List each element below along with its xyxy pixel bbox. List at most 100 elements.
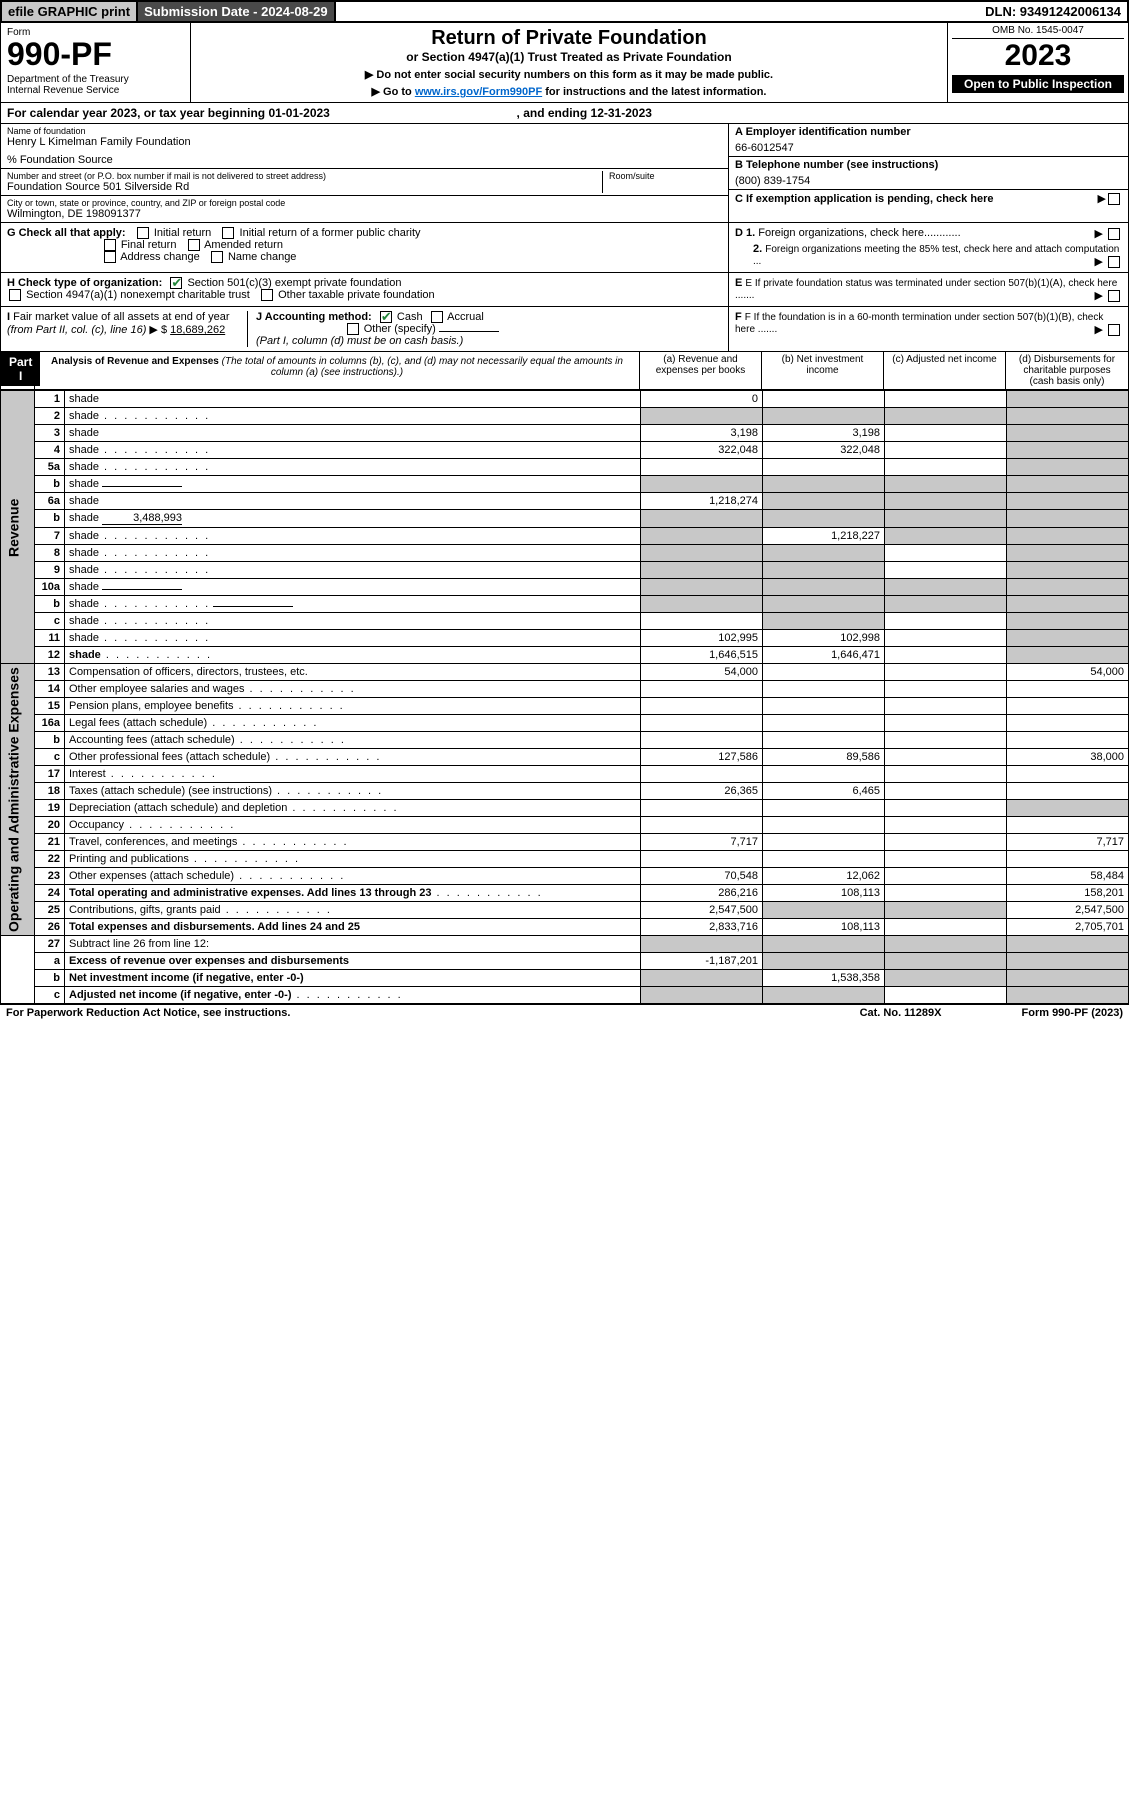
- submission-date: Submission Date - 2024-08-29: [138, 2, 336, 21]
- accrual-cb[interactable]: [431, 311, 443, 323]
- amount-cell: [1007, 732, 1129, 749]
- line-description: shade: [65, 579, 641, 596]
- amount-cell: [885, 545, 1007, 562]
- amount-cell: 102,995: [641, 630, 763, 647]
- 501c3-cb[interactable]: [170, 277, 182, 289]
- amount-cell: [641, 476, 763, 493]
- amount-cell: [1007, 936, 1129, 953]
- initial-pub-cb[interactable]: [222, 227, 234, 239]
- line-number: 5a: [35, 459, 65, 476]
- amount-cell: [885, 953, 1007, 970]
- amount-cell: 1,646,471: [763, 647, 885, 664]
- amount-cell: [885, 596, 1007, 613]
- f-cb[interactable]: [1108, 324, 1120, 336]
- line-number: 12: [35, 647, 65, 664]
- amount-cell: 26,365: [641, 783, 763, 800]
- table-row: 9shade: [1, 562, 1129, 579]
- amount-cell: [641, 579, 763, 596]
- line-number: 15: [35, 698, 65, 715]
- initial-return-cb[interactable]: [137, 227, 149, 239]
- bottom-section: [1, 936, 35, 1004]
- other-method-cb[interactable]: [347, 323, 359, 335]
- check-row-h: H Check type of organization: Section 50…: [0, 273, 1129, 307]
- amount-cell: 2,705,701: [1007, 919, 1129, 936]
- line-number: 4: [35, 442, 65, 459]
- amount-cell: 102,998: [763, 630, 885, 647]
- amount-cell: [885, 987, 1007, 1004]
- line-number: 8: [35, 545, 65, 562]
- amount-cell: [763, 936, 885, 953]
- irs-link[interactable]: www.irs.gov/Form990PF: [415, 86, 542, 98]
- line-number: a: [35, 953, 65, 970]
- line-number: 3: [35, 425, 65, 442]
- amount-cell: [641, 987, 763, 1004]
- table-row: 20Occupancy: [1, 817, 1129, 834]
- amount-cell: [885, 766, 1007, 783]
- amount-cell: [763, 902, 885, 919]
- city: Wilmington, DE 198091377: [7, 208, 722, 220]
- amount-cell: [763, 851, 885, 868]
- addr-change-cb[interactable]: [104, 251, 116, 263]
- cat-no: Cat. No. 11289X: [860, 1007, 942, 1019]
- amount-cell: [641, 936, 763, 953]
- table-row: 27Subtract line 26 from line 12:: [1, 936, 1129, 953]
- pra-notice: For Paperwork Reduction Act Notice, see …: [6, 1007, 290, 1019]
- amount-cell: [1007, 545, 1129, 562]
- line-description: Other professional fees (attach schedule…: [65, 749, 641, 766]
- amended-cb[interactable]: [188, 239, 200, 251]
- 4947-cb[interactable]: [9, 289, 21, 301]
- name-label: Name of foundation: [7, 126, 722, 136]
- amount-cell: 7,717: [641, 834, 763, 851]
- amount-cell: [641, 817, 763, 834]
- form-number: 990-PF: [7, 38, 184, 70]
- check-row-i: I Fair market value of all assets at end…: [0, 307, 1129, 352]
- table-row: 23Other expenses (attach schedule)70,548…: [1, 868, 1129, 885]
- line-number: 25: [35, 902, 65, 919]
- part1-header-row: Part I Analysis of Revenue and Expenses …: [0, 352, 1129, 390]
- amount-cell: [763, 664, 885, 681]
- amount-cell: [763, 834, 885, 851]
- final-return-cb[interactable]: [104, 239, 116, 251]
- amount-cell: [763, 459, 885, 476]
- amount-cell: [885, 919, 1007, 936]
- line-number: 16a: [35, 715, 65, 732]
- other-taxable-cb[interactable]: [261, 289, 273, 301]
- amount-cell: [1007, 766, 1129, 783]
- amount-cell: [1007, 596, 1129, 613]
- amount-cell: [885, 528, 1007, 545]
- line-description: Contributions, gifts, grants paid: [65, 902, 641, 919]
- line-number: 2: [35, 408, 65, 425]
- c-checkbox[interactable]: [1108, 193, 1120, 205]
- d1-cb[interactable]: [1108, 228, 1120, 240]
- d2-cb[interactable]: [1108, 256, 1120, 268]
- table-row: 17Interest: [1, 766, 1129, 783]
- amount-cell: [641, 528, 763, 545]
- name-change-cb[interactable]: [211, 251, 223, 263]
- table-row: 11shade102,995102,998: [1, 630, 1129, 647]
- amount-cell: [885, 800, 1007, 817]
- amount-cell: 54,000: [641, 664, 763, 681]
- amount-cell: 3,198: [641, 425, 763, 442]
- amount-cell: 2,833,716: [641, 919, 763, 936]
- addr-label: Number and street (or P.O. box number if…: [7, 171, 602, 181]
- amount-cell: [763, 545, 885, 562]
- foundation-name: Henry L Kimelman Family Foundation: [7, 136, 722, 148]
- line-description: shade: [65, 408, 641, 425]
- line-number: 22: [35, 851, 65, 868]
- table-row: 24Total operating and administrative exp…: [1, 885, 1129, 902]
- line-description: Excess of revenue over expenses and disb…: [65, 953, 641, 970]
- org-info: Name of foundation Henry L Kimelman Fami…: [0, 124, 1129, 223]
- line-number: 10a: [35, 579, 65, 596]
- e-cb[interactable]: [1108, 290, 1120, 302]
- amount-cell: [641, 766, 763, 783]
- amount-cell: [885, 579, 1007, 596]
- col-c-hdr: (c) Adjusted net income: [884, 352, 1006, 389]
- line-description: Compensation of officers, directors, tru…: [65, 664, 641, 681]
- top-bar: efile GRAPHIC print Submission Date - 20…: [0, 0, 1129, 23]
- amount-cell: [885, 868, 1007, 885]
- amount-cell: [641, 562, 763, 579]
- amount-cell: 6,465: [763, 783, 885, 800]
- line-number: 7: [35, 528, 65, 545]
- amount-cell: [1007, 698, 1129, 715]
- cash-cb[interactable]: [380, 311, 392, 323]
